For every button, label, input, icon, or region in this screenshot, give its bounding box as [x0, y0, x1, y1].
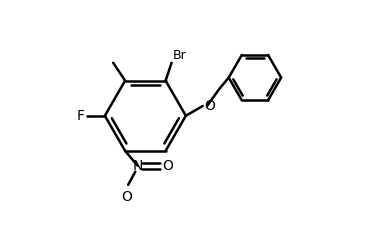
Text: O: O	[204, 99, 215, 113]
Text: O: O	[163, 159, 174, 173]
Text: N: N	[132, 159, 143, 173]
Text: F: F	[77, 109, 85, 123]
Text: Br: Br	[173, 49, 186, 62]
Text: O: O	[122, 190, 132, 204]
